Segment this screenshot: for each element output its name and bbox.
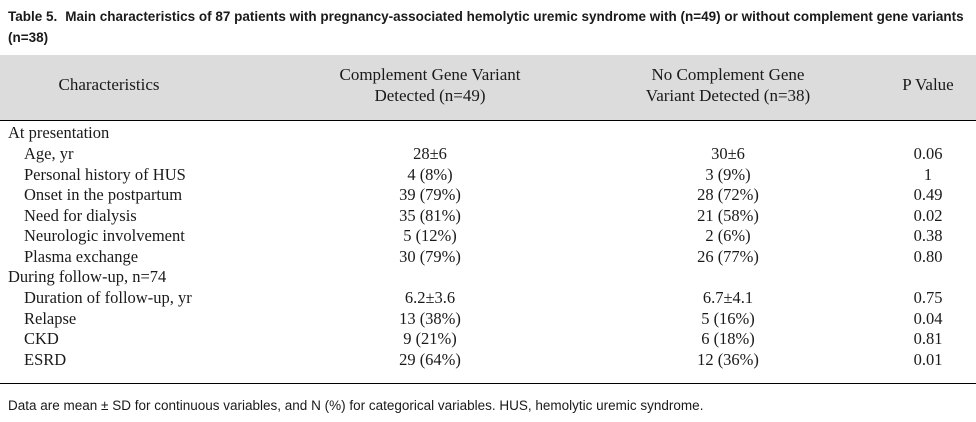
row-label: Duration of follow-up, yr [24, 288, 192, 307]
row-label: Age, yr [24, 144, 74, 163]
header-variant-detected: Complement Gene Variant Detected (n=49) [280, 64, 580, 106]
cell-novariant: 28 (72%) [697, 185, 759, 204]
cell-pvalue: 0.38 [913, 226, 943, 245]
cell-pvalue: 0.49 [913, 185, 943, 204]
cell-pvalue: 1 [923, 164, 933, 184]
row-label: Personal history of HUS [24, 164, 186, 184]
header-characteristics: Characteristics [58, 75, 160, 94]
cell-novariant: 5 (16%) [701, 308, 755, 328]
header-variant-line2: Detected (n=49) [374, 86, 486, 105]
cell-variant: 29 (64%) [399, 349, 461, 369]
table-row: Duration of follow-up, yr 6.2±3.6 6.7±4.… [0, 288, 976, 309]
cell-pvalue: 0.06 [913, 144, 943, 163]
cell-novariant: 6.7±4.1 [702, 288, 754, 307]
cell-pvalue: 0.01 [913, 349, 943, 369]
row-label: Plasma exchange [24, 246, 139, 266]
table-row: Relapse 13 (38%) 5 (16%) 0.04 [0, 309, 976, 330]
table-row: CKD 9 (21%) 6 (18%) 0.81 [0, 329, 976, 350]
table-footnote: Data are mean ± SD for continuous variab… [8, 398, 704, 413]
table-row: Age, yr 28±6 30±6 0.06 [0, 144, 976, 165]
header-variant-line1: Complement Gene Variant [339, 65, 521, 84]
table-row: Personal history of HUS 4 (8%) 3 (9%) 1 [0, 165, 976, 186]
cell-novariant: 3 (9%) [705, 164, 751, 184]
header-rule [0, 120, 976, 121]
cell-variant: 5 (12%) [403, 226, 457, 245]
header-pvalue: P Value [902, 75, 954, 94]
cell-pvalue: 0.80 [913, 246, 943, 266]
cell-variant: 28±6 [413, 144, 447, 163]
cell-variant: 4 (8%) [407, 164, 453, 184]
bottom-rule [0, 383, 976, 384]
cell-variant: 30 (79%) [399, 246, 461, 266]
row-label: CKD [24, 329, 59, 348]
cell-variant: 9 (21%) [403, 329, 457, 348]
table-title: Main characteristics of 87 patients with… [8, 9, 964, 45]
header-no-variant-detected: No Complement Gene Variant Detected (n=3… [578, 64, 878, 106]
header-novariant-line1: No Complement Gene [651, 65, 805, 84]
section-header-presentation: At presentation [0, 123, 976, 144]
table-row: Onset in the postpartum 39 (79%) 28 (72%… [0, 185, 976, 206]
table-row: ESRD 29 (64%) 12 (36%) 0.01 [0, 350, 976, 371]
row-label: Relapse [24, 308, 77, 328]
cell-variant: 39 (79%) [399, 185, 461, 204]
cell-pvalue: 0.04 [913, 308, 943, 328]
table-row: Need for dialysis 35 (81%) 21 (58%) 0.02 [0, 206, 976, 227]
cell-novariant: 21 (58%) [697, 205, 759, 225]
row-label: Onset in the postpartum [24, 185, 183, 204]
cell-pvalue: 0.81 [913, 329, 943, 348]
row-label: Need for dialysis [24, 205, 137, 225]
row-label: ESRD [24, 349, 67, 369]
table-label: Table 5. [8, 9, 58, 24]
header-band [0, 55, 976, 120]
cell-novariant: 26 (77%) [697, 246, 759, 266]
row-label: Neurologic involvement [24, 226, 185, 245]
cell-pvalue: 0.75 [913, 288, 943, 307]
cell-pvalue: 0.02 [913, 205, 943, 225]
header-novariant-line2: Variant Detected (n=38) [645, 86, 811, 105]
cell-variant: 6.2±3.6 [404, 288, 456, 307]
table-caption: Table 5. Main characteristics of 87 patie… [8, 6, 968, 48]
section-title: During follow-up, n=74 [8, 267, 167, 286]
section-header-follow-up: During follow-up, n=74 [0, 267, 976, 288]
table-row: Plasma exchange 30 (79%) 26 (77%) 0.80 [0, 247, 976, 268]
cell-novariant: 2 (6%) [705, 226, 751, 245]
cell-novariant: 6 (18%) [701, 329, 755, 348]
table-row: Neurologic involvement 5 (12%) 2 (6%) 0.… [0, 226, 976, 247]
section-title: At presentation [8, 123, 110, 142]
cell-novariant: 30±6 [711, 144, 745, 163]
cell-variant: 13 (38%) [399, 308, 461, 328]
cell-variant: 35 (81%) [399, 205, 461, 225]
cell-novariant: 12 (36%) [697, 349, 759, 369]
